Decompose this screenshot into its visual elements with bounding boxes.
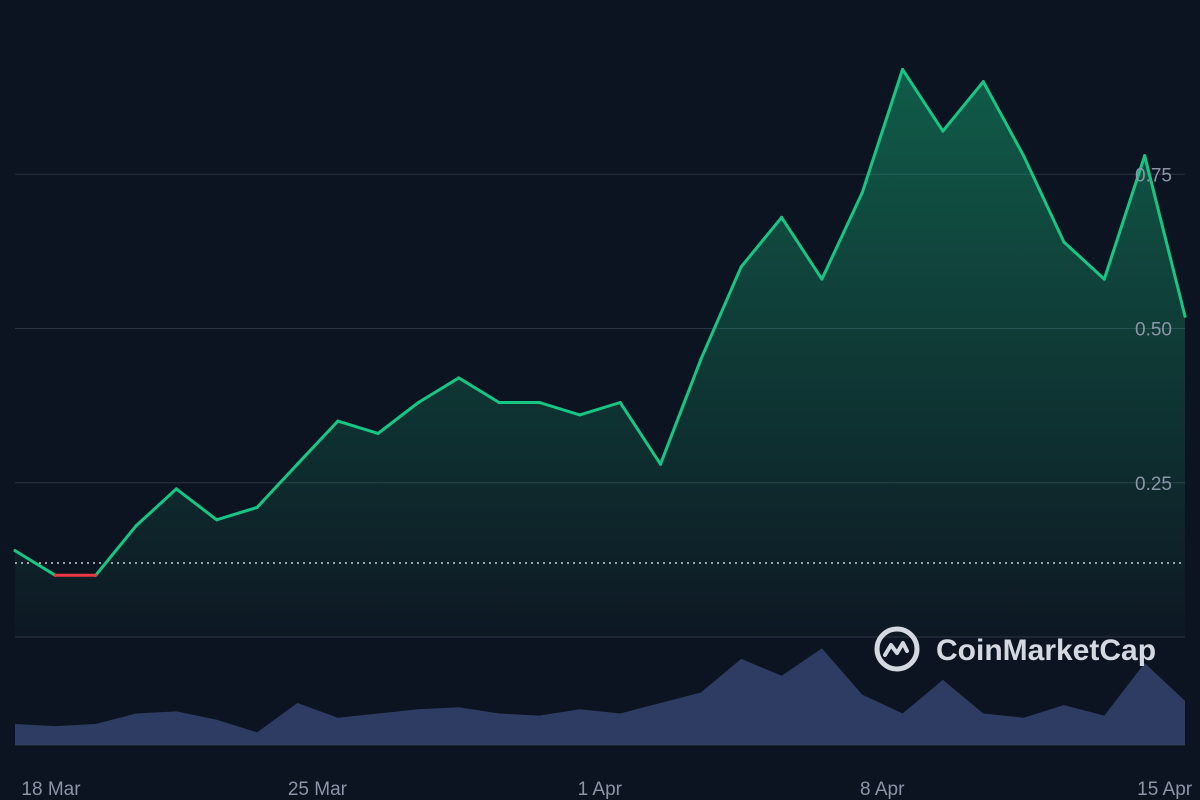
y-axis-ticks: 0.25 0.50 0.75 [1135,165,1172,495]
price-line-segment [174,487,219,522]
price-point [295,462,299,466]
price-line-segment [860,67,905,195]
price-line-segment [1062,240,1106,281]
price-line-segment [295,419,340,466]
x-tick-label: 1 Apr [578,779,623,800]
price-point [376,431,380,435]
price-line-segment [13,549,57,577]
price-line-segment [376,401,420,435]
price-point [860,191,864,195]
price-line-segment [538,401,582,417]
price-point [820,277,824,281]
coinmarketcap-logo-icon [874,626,920,672]
x-tick-label: 25 Mar [288,779,348,800]
price-point [336,419,340,423]
price-point [1022,154,1026,158]
price-point [53,573,57,577]
price-point [497,401,501,404]
price-point [901,67,905,71]
price-point [215,518,219,522]
price-line-segment [941,80,985,133]
price-line-segment [699,265,743,361]
price-line-segment [618,401,662,466]
price-point [13,549,17,553]
price-point [1183,314,1187,318]
price-point [255,505,259,509]
price-point [134,524,138,528]
price-line-segment [255,462,299,509]
brand-name: CoinMarketCap [936,634,1156,667]
price-line-segment [820,191,864,281]
price-line-segment [1102,154,1147,281]
price-line-segment [416,376,461,404]
price-line-segment [901,67,945,133]
y-tick-label: 0.50 [1135,320,1172,341]
price-point [659,462,662,466]
price-point [618,401,622,404]
price-point [981,80,985,84]
price-line-segment [94,524,138,577]
x-axis-ticks: 18 Mar 25 Mar 1 Apr 8 Apr 15 Apr [21,779,1192,800]
price-point [538,401,541,404]
price-point [1102,277,1106,281]
x-tick-label: 8 Apr [860,779,905,800]
price-area-shape [15,69,1185,637]
price-line-segment [659,357,703,466]
x-tick-label: 18 Mar [21,779,81,800]
price-line-segment [578,401,622,417]
price-point [416,401,420,404]
price-point [739,265,743,269]
price-line-segment [739,215,784,269]
brand-watermark: CoinMarketCap [874,626,1156,672]
price-point [457,376,461,380]
price-line-segment [457,376,501,404]
x-tick-label: 15 Apr [1137,779,1193,800]
price-point [578,413,582,417]
price-line-segment [780,215,824,281]
price-point [941,129,945,133]
price-line-segment [1143,154,1187,318]
y-tick-label: 0.75 [1135,165,1172,186]
price-line-segment [1022,154,1066,244]
price-line-segment [981,80,1026,158]
volume-area [15,648,1185,745]
price-line-segment [134,487,178,528]
price-point [1143,154,1147,158]
price-point [699,357,703,361]
price-point [1062,240,1066,244]
price-line [13,67,1187,577]
price-point [174,487,178,491]
price-line-segment [215,505,259,522]
price-line-segment [336,419,380,435]
y-tick-label: 0.25 [1135,474,1172,495]
volume-area-shape [15,648,1185,745]
price-area [15,69,1185,637]
price-point [94,573,98,577]
price-point [780,215,784,219]
